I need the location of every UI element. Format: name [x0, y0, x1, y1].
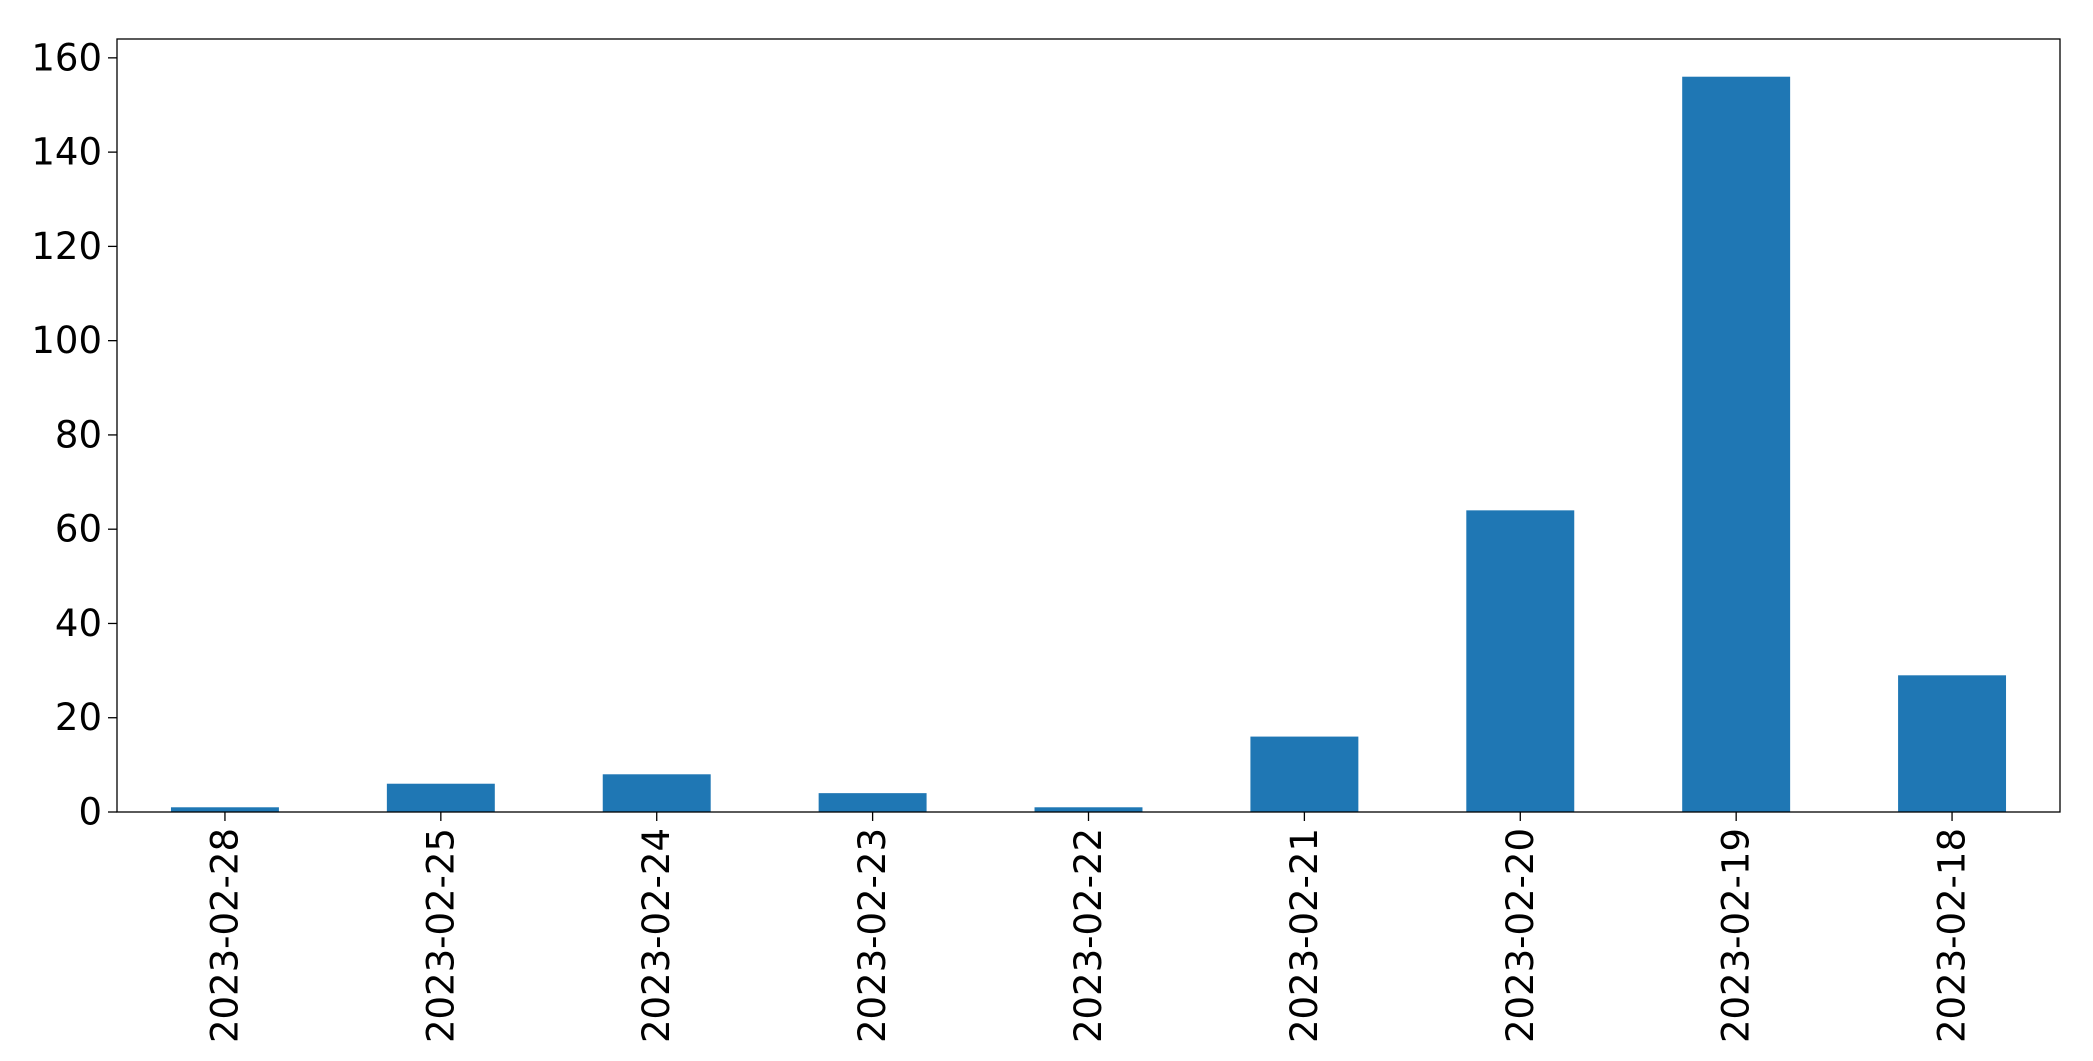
bar-2023-02-21 [1250, 736, 1359, 812]
y-axis: 0 20 40 60 80 100 120 140 160 [31, 36, 117, 834]
x-tick-label: 2023-02-24 [635, 828, 678, 1043]
y-tick-label: 60 [55, 508, 102, 551]
y-tick-label: 80 [55, 413, 102, 456]
y-tick-label: 20 [55, 696, 102, 739]
bar-2023-02-22 [1034, 807, 1143, 812]
bar-2023-02-20 [1466, 510, 1575, 812]
x-tick-label: 2023-02-20 [1499, 828, 1542, 1043]
y-tick-label: 100 [31, 319, 102, 362]
x-tick-label: 2023-02-23 [851, 828, 894, 1043]
x-axis: 2023-02-28 2023-02-25 2023-02-24 2023-02-23… [203, 812, 1974, 1043]
x-tick-label: 2023-02-19 [1715, 828, 1758, 1043]
x-tick-label: 2023-02-22 [1067, 828, 1110, 1043]
y-tick-label: 120 [31, 225, 102, 268]
y-tick-label: 160 [31, 36, 102, 79]
bar-2023-02-19 [1682, 76, 1791, 812]
x-tick-label: 2023-02-18 [1931, 828, 1974, 1043]
x-tick-label: 2023-02-28 [203, 828, 246, 1043]
bar-2023-02-23 [818, 793, 927, 812]
bar-2023-02-25 [386, 783, 495, 812]
bars-layer [170, 76, 2007, 812]
plot-frame [116, 38, 2061, 813]
y-tick-label: 40 [55, 602, 102, 645]
y-tick-label: 0 [78, 791, 102, 834]
bar-2023-02-24 [602, 774, 711, 812]
y-tick-label: 140 [31, 131, 102, 174]
x-tick-label: 2023-02-25 [419, 828, 462, 1043]
bar-2023-02-28 [170, 807, 279, 812]
bar-2023-02-18 [1898, 675, 2007, 812]
x-tick-label: 2023-02-21 [1283, 828, 1326, 1043]
